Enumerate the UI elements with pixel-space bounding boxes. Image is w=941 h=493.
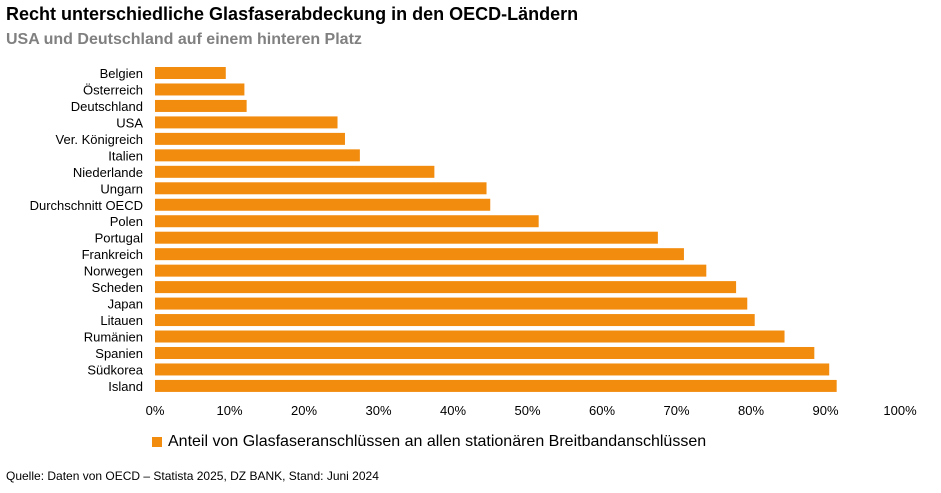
bar-1 <box>155 83 245 96</box>
category-label: Ungarn <box>100 181 143 196</box>
bar-4 <box>155 132 345 145</box>
bar-19 <box>155 379 837 392</box>
bar-3 <box>155 116 338 129</box>
bar-0 <box>155 67 226 79</box>
bar-7 <box>155 182 487 195</box>
legend-swatch <box>152 437 162 447</box>
source-note: Quelle: Daten von OECD – Statista 2025, … <box>6 469 379 483</box>
category-label: Island <box>108 379 143 394</box>
category-label: Polen <box>110 214 143 229</box>
bar-11 <box>155 248 684 261</box>
category-label: Südkorea <box>87 362 143 377</box>
x-tick-label: 70% <box>663 403 689 418</box>
bar-16 <box>155 330 785 343</box>
x-tick-label: 40% <box>440 403 466 418</box>
bars <box>155 67 837 392</box>
bar-18 <box>155 363 830 376</box>
category-label: Litauen <box>100 313 143 328</box>
chart-title: Recht unterschiedliche Glasfaserabdeckun… <box>6 4 579 24</box>
bar-15 <box>155 314 755 327</box>
bar-10 <box>155 231 658 244</box>
category-label: Italien <box>108 148 143 163</box>
bar-13 <box>155 281 737 294</box>
category-label: Rumänien <box>84 330 143 345</box>
category-label: Deutschland <box>71 99 143 114</box>
bar-5 <box>155 149 360 162</box>
category-label: Österreich <box>83 82 143 97</box>
category-label: Frankreich <box>82 247 143 262</box>
bar-14 <box>155 297 748 310</box>
x-tick-label: 80% <box>738 403 764 418</box>
legend: Anteil von Glasfaseranschlüssen an allen… <box>152 433 706 451</box>
category-label: Niederlande <box>73 165 143 180</box>
x-tick-label: 50% <box>514 403 540 418</box>
category-label: Scheden <box>92 280 143 295</box>
category-label: Spanien <box>95 346 143 361</box>
category-label: Durchschnitt OECD <box>30 198 143 213</box>
bar-12 <box>155 264 707 277</box>
legend-label: Anteil von Glasfaseranschlüssen an allen… <box>168 433 707 450</box>
x-tick-label: 30% <box>365 403 391 418</box>
bar-17 <box>155 346 815 359</box>
chart-subtitle: USA und Deutschland auf einem hinteren P… <box>6 31 362 48</box>
bar-9 <box>155 215 539 228</box>
category-label: Belgien <box>100 66 143 81</box>
x-tick-label: 10% <box>216 403 242 418</box>
bar-2 <box>155 99 247 112</box>
x-tick-label: 20% <box>291 403 317 418</box>
category-label: Ver. Königreich <box>56 132 143 147</box>
category-label: Norwegen <box>84 264 143 279</box>
category-label: Portugal <box>95 231 144 246</box>
x-axis-tick-labels: 0% 10% 20% 30% 40% 50% 60% 70% 80% 90% 100% <box>146 403 917 418</box>
x-tick-label: 0% <box>146 403 165 418</box>
x-tick-label: 100% <box>883 403 917 418</box>
bar-6 <box>155 165 435 178</box>
x-tick-label: 60% <box>589 403 615 418</box>
bar-8 <box>155 198 491 211</box>
category-label: USA <box>116 115 143 130</box>
category-label: Japan <box>108 297 143 312</box>
x-tick-label: 90% <box>812 403 838 418</box>
